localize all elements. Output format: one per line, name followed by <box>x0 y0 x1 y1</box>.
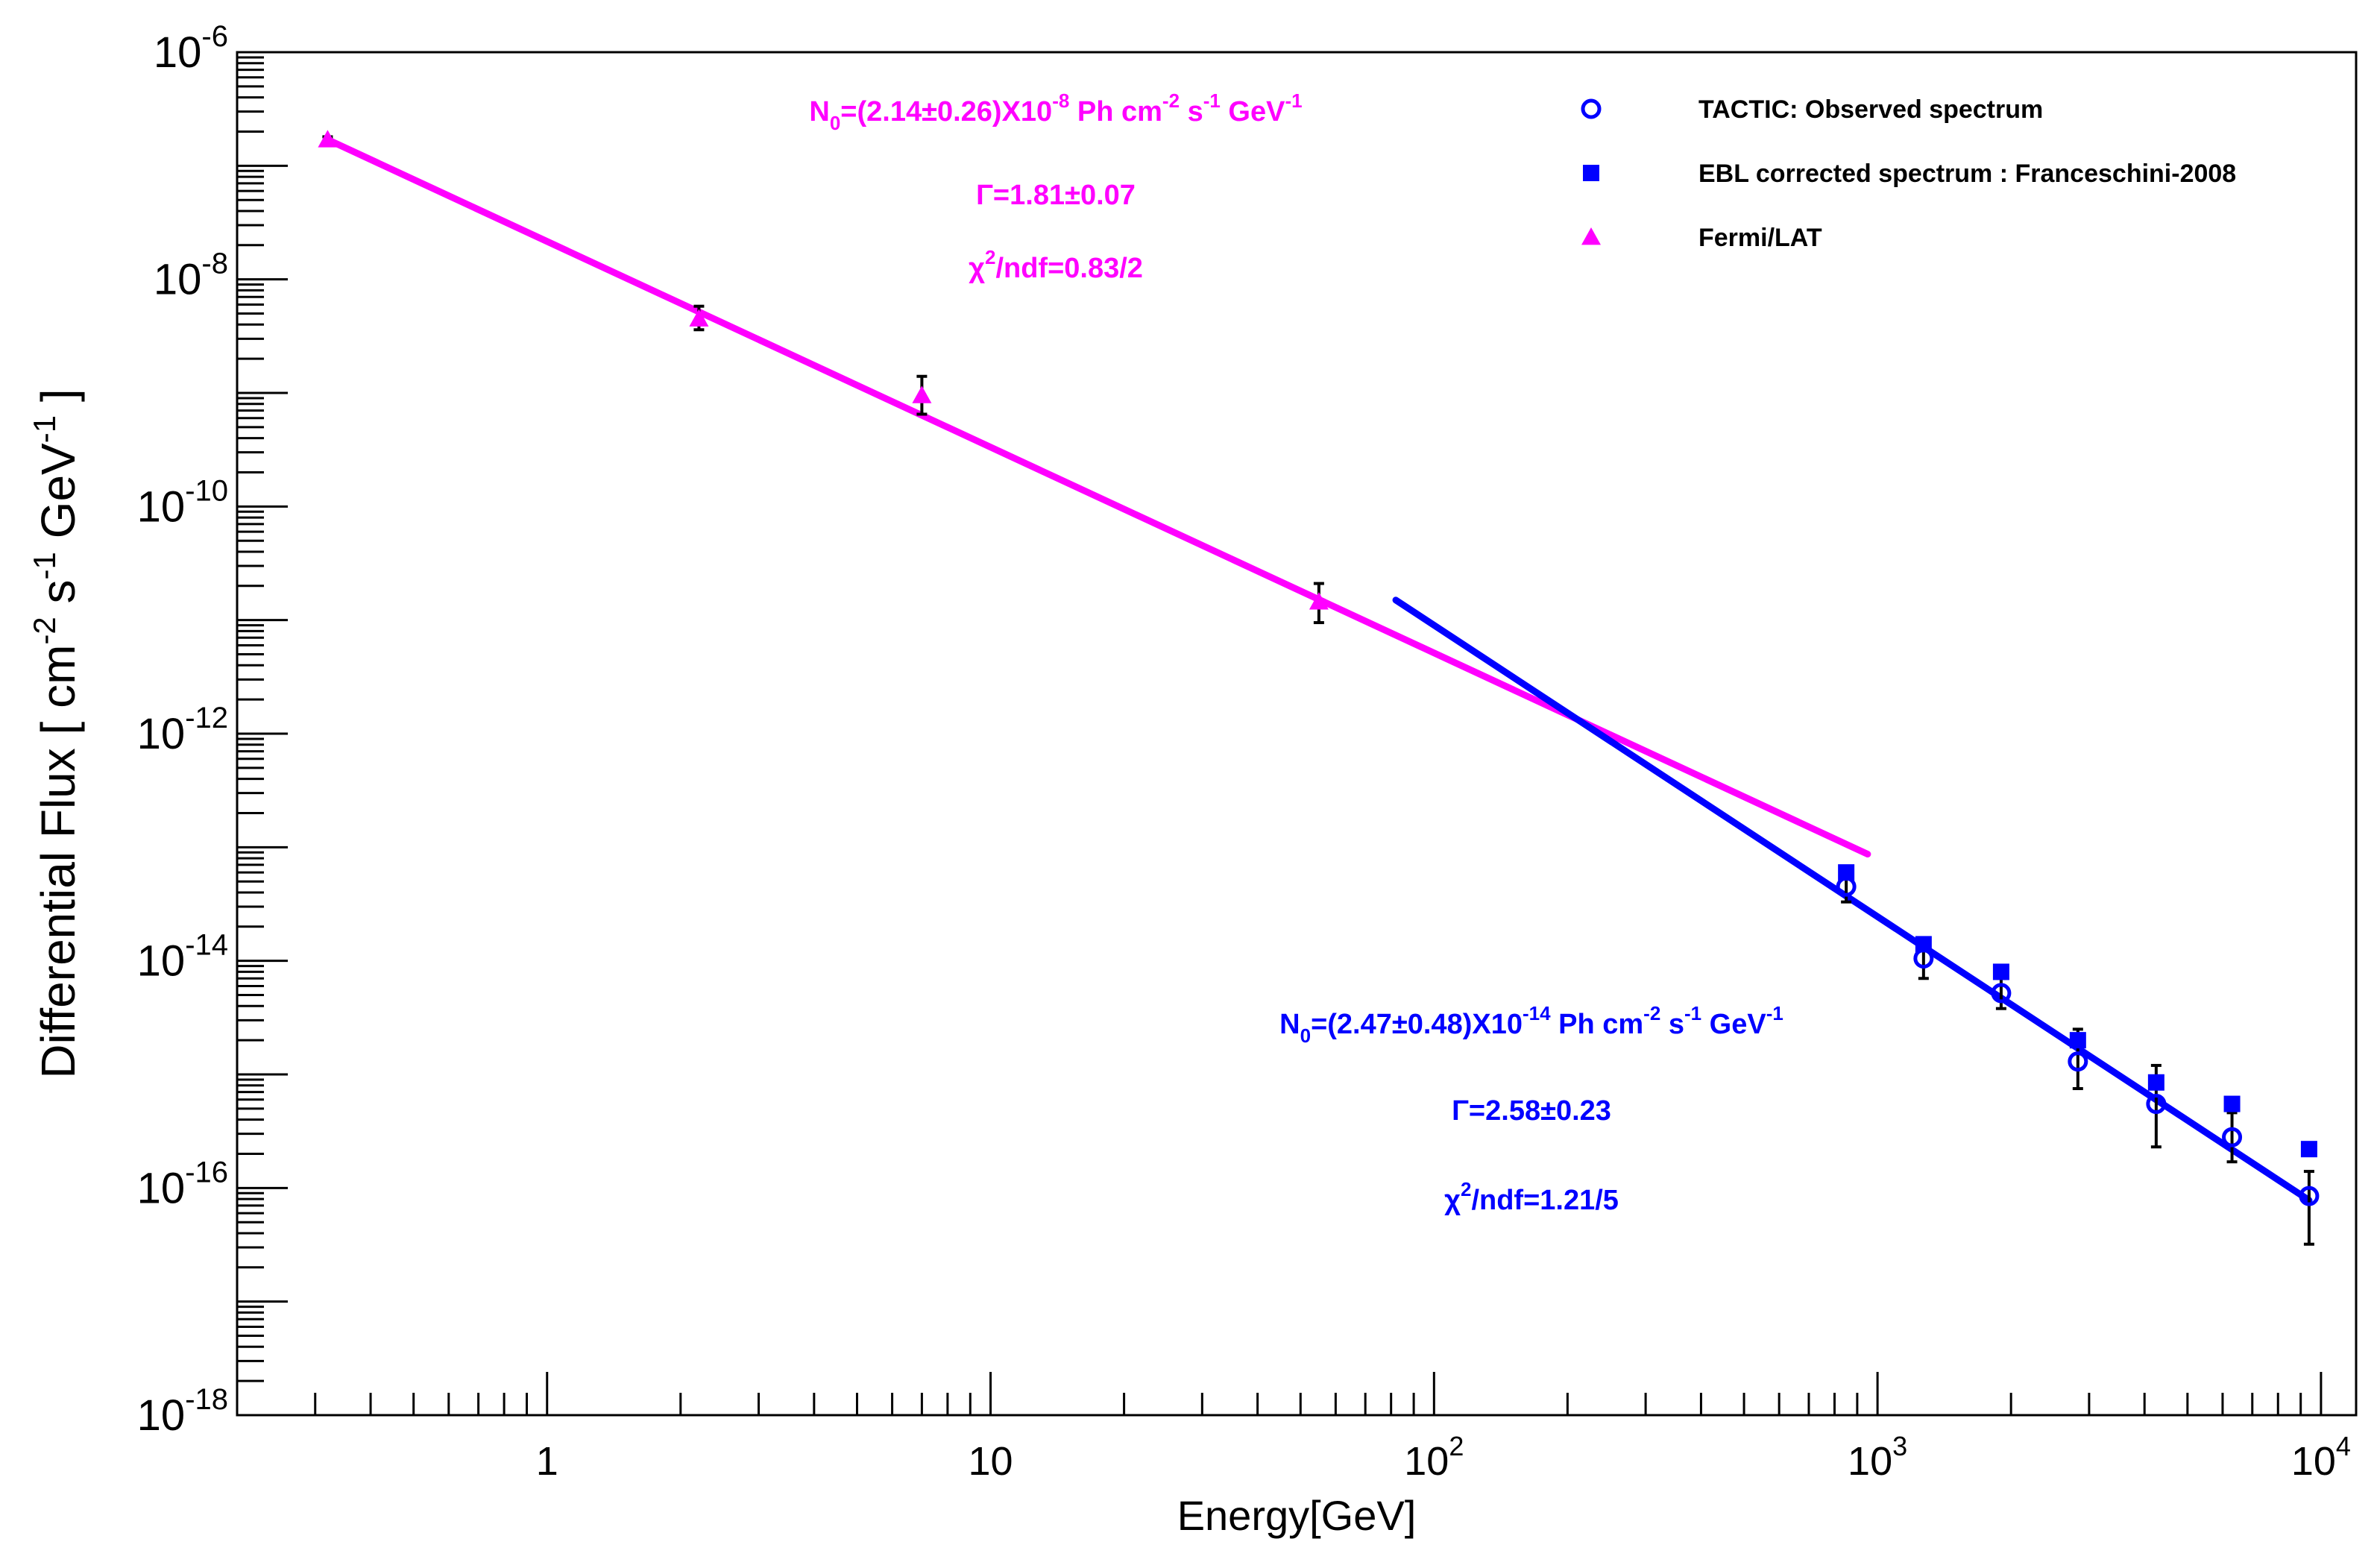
legend-marker <box>1581 98 1602 119</box>
fit-index-label: Γ=1.81±0.07 <box>976 180 1136 211</box>
data-point <box>2299 1186 2320 1206</box>
x-tick-label: 104 <box>2291 1431 2351 1484</box>
fit-annotations: N0=(2.14±0.26)X10-8 Ph cm-2 s-1 GeV-1 Γ=1… <box>809 89 1783 1216</box>
data-point <box>2222 1127 2243 1147</box>
y-tick-label: 10-18 <box>137 1383 228 1440</box>
fit-chi2-label: χ2/ndf=0.83/2 <box>969 246 1143 284</box>
legend-marker <box>1581 227 1601 245</box>
data-markers <box>318 130 2320 1206</box>
y-tick-label: 10-16 <box>137 1156 228 1212</box>
fit-index-label: Γ=2.58±0.23 <box>1452 1095 1611 1127</box>
plot-frame <box>236 51 2358 1417</box>
x-tick-label: 103 <box>1848 1431 1907 1484</box>
data-point <box>2147 1074 2164 1091</box>
y-axis-label: Differential Flux [ cm-2 s-1 GeV-1 ] <box>27 388 85 1078</box>
fit-normalization-label: N0=(2.14±0.26)X10-8 Ph cm-2 s-1 GeV-1 <box>809 89 1302 134</box>
data-point <box>2068 1051 2088 1072</box>
x-tick-label: 1 <box>536 1439 558 1484</box>
y-tick-label: 10-8 <box>154 248 228 304</box>
data-point <box>2146 1094 2167 1115</box>
legend-label: EBL corrected spectrum : Franceschini-20… <box>1698 160 2236 188</box>
legend-label: TACTIC: Observed spectrum <box>1698 95 2043 124</box>
legend-marker <box>1583 165 1599 181</box>
data-point <box>689 309 709 327</box>
data-point <box>1991 983 2012 1004</box>
data-point <box>2223 1095 2241 1112</box>
data-point <box>1992 963 2009 980</box>
data-point <box>912 385 932 403</box>
data-point <box>1309 592 1329 610</box>
data-point <box>2300 1141 2317 1158</box>
y-tick-label: 10-6 <box>154 20 228 77</box>
x-tick-label: 102 <box>1404 1431 1464 1484</box>
x-tick-label: 10 <box>968 1439 1013 1484</box>
tick-labels: 1 10 102 103 104 10-6 10-8 10-10 10-12 10-14 10-16… <box>137 20 2351 1484</box>
data-point <box>1838 864 1855 881</box>
fit-normalization-label: N0=(2.47±0.48)X10-14 Ph cm-2 s-1 GeV-1 <box>1279 1002 1783 1047</box>
data-point <box>2069 1032 2086 1049</box>
x-axis-label: Energy[GeV] <box>1177 1492 1417 1539</box>
y-tick-label: 10-12 <box>137 702 228 758</box>
y-tick-label: 10-14 <box>137 929 228 986</box>
axis-ticks <box>236 51 2323 1417</box>
y-tick-label: 10-10 <box>137 474 228 531</box>
data-point <box>1915 936 1932 953</box>
legend-label: Fermi/LAT <box>1698 224 1822 252</box>
fit-chi2-label: χ2/ndf=1.21/5 <box>1444 1178 1619 1216</box>
fit-line <box>324 136 1871 858</box>
data-point <box>318 130 338 148</box>
legend: TACTIC: Observed spectrum EBL corrected s… <box>1581 95 2236 252</box>
